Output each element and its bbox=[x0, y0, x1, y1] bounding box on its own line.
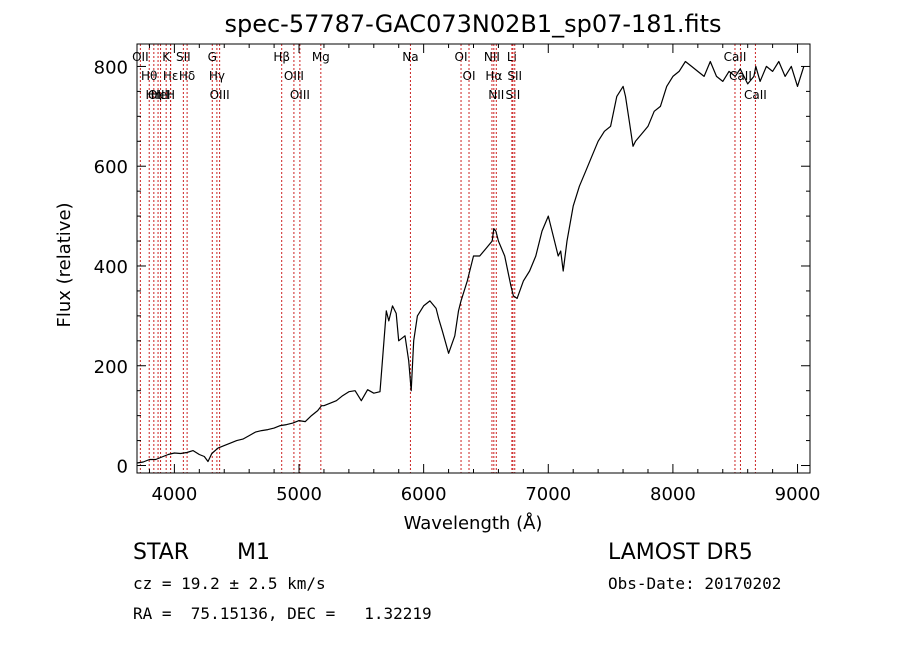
spectrum-line bbox=[136, 60, 805, 464]
chart-title: spec-57787-GAC073N02B1_sp07-181.fits bbox=[224, 10, 721, 38]
y-axis-label: Flux (relative) bbox=[54, 202, 75, 327]
x-axis-label: Wavelength (Å) bbox=[404, 512, 543, 534]
plot-frame bbox=[136, 43, 811, 474]
line-marker-label: OIII bbox=[284, 69, 304, 83]
line-marker-label: Hβ bbox=[273, 50, 290, 64]
line-marker-label: G bbox=[208, 50, 217, 64]
spectral-line-markers: OIIHθHηOIIIHeIKHεHSIIHδGHγOIIIHβOIIIOIII… bbox=[132, 44, 767, 473]
line-marker-label: OIII bbox=[210, 88, 230, 102]
obs-date-text: Obs-Date: 20170202 bbox=[608, 574, 782, 593]
x-tick-label: 4000 bbox=[151, 484, 197, 505]
x-tick-label: 6000 bbox=[401, 484, 447, 505]
y-tick-label: 800 bbox=[94, 57, 128, 78]
line-marker-label: OIII bbox=[290, 88, 310, 102]
line-marker-label: CaII bbox=[724, 50, 747, 64]
classification-label: STAR bbox=[133, 540, 190, 565]
line-marker-label: SII bbox=[507, 69, 522, 83]
y-tick-label: 200 bbox=[94, 357, 128, 378]
line-marker-label: SII bbox=[506, 88, 521, 102]
coordinates-text: RA = 75.15136, DEC = 1.32219 bbox=[133, 604, 432, 623]
line-marker-label: Hγ bbox=[209, 69, 225, 83]
line-marker-label: Mg bbox=[312, 50, 330, 64]
line-marker-label: OI bbox=[463, 69, 476, 83]
y-tick-label: 600 bbox=[94, 157, 128, 178]
x-tick-label: 9000 bbox=[775, 484, 821, 505]
y-axis: 0 200 400 600 800 bbox=[94, 57, 810, 478]
line-marker-label: Li bbox=[507, 50, 517, 64]
spectrum-series bbox=[136, 60, 805, 464]
line-marker-label: K bbox=[162, 50, 171, 64]
line-marker-label: Na bbox=[402, 50, 418, 64]
x-tick-label: 8000 bbox=[650, 484, 696, 505]
line-marker-label: NII bbox=[484, 50, 500, 64]
x-axis: 4000 5000 6000 7000 8000 9000 bbox=[148, 44, 821, 505]
x-tick-label: 5000 bbox=[276, 484, 322, 505]
line-marker-label: Hα bbox=[485, 69, 502, 83]
line-marker-label: OI bbox=[455, 50, 468, 64]
line-marker-label: H bbox=[166, 88, 175, 102]
redshift-text: cz = 19.2 ± 2.5 km/s bbox=[133, 574, 326, 593]
line-marker-label: Hδ bbox=[179, 69, 195, 83]
subclass-label: M1 bbox=[237, 540, 270, 565]
line-marker-label: NII bbox=[488, 88, 504, 102]
line-marker-label: Hη bbox=[146, 88, 163, 102]
line-marker-label: CaII bbox=[729, 69, 752, 83]
line-marker-label: HeI bbox=[151, 88, 171, 102]
survey-label: LAMOST DR5 bbox=[608, 540, 753, 565]
line-marker-label: CaII bbox=[744, 88, 767, 102]
line-marker-label: OIII bbox=[148, 88, 168, 102]
line-marker-label: OII bbox=[132, 50, 149, 64]
line-marker-label: Hθ bbox=[141, 69, 157, 83]
line-marker-label: SII bbox=[176, 50, 191, 64]
y-tick-label: 400 bbox=[94, 257, 128, 278]
x-tick-label: 7000 bbox=[525, 484, 571, 505]
y-tick-label: 0 bbox=[117, 457, 128, 478]
